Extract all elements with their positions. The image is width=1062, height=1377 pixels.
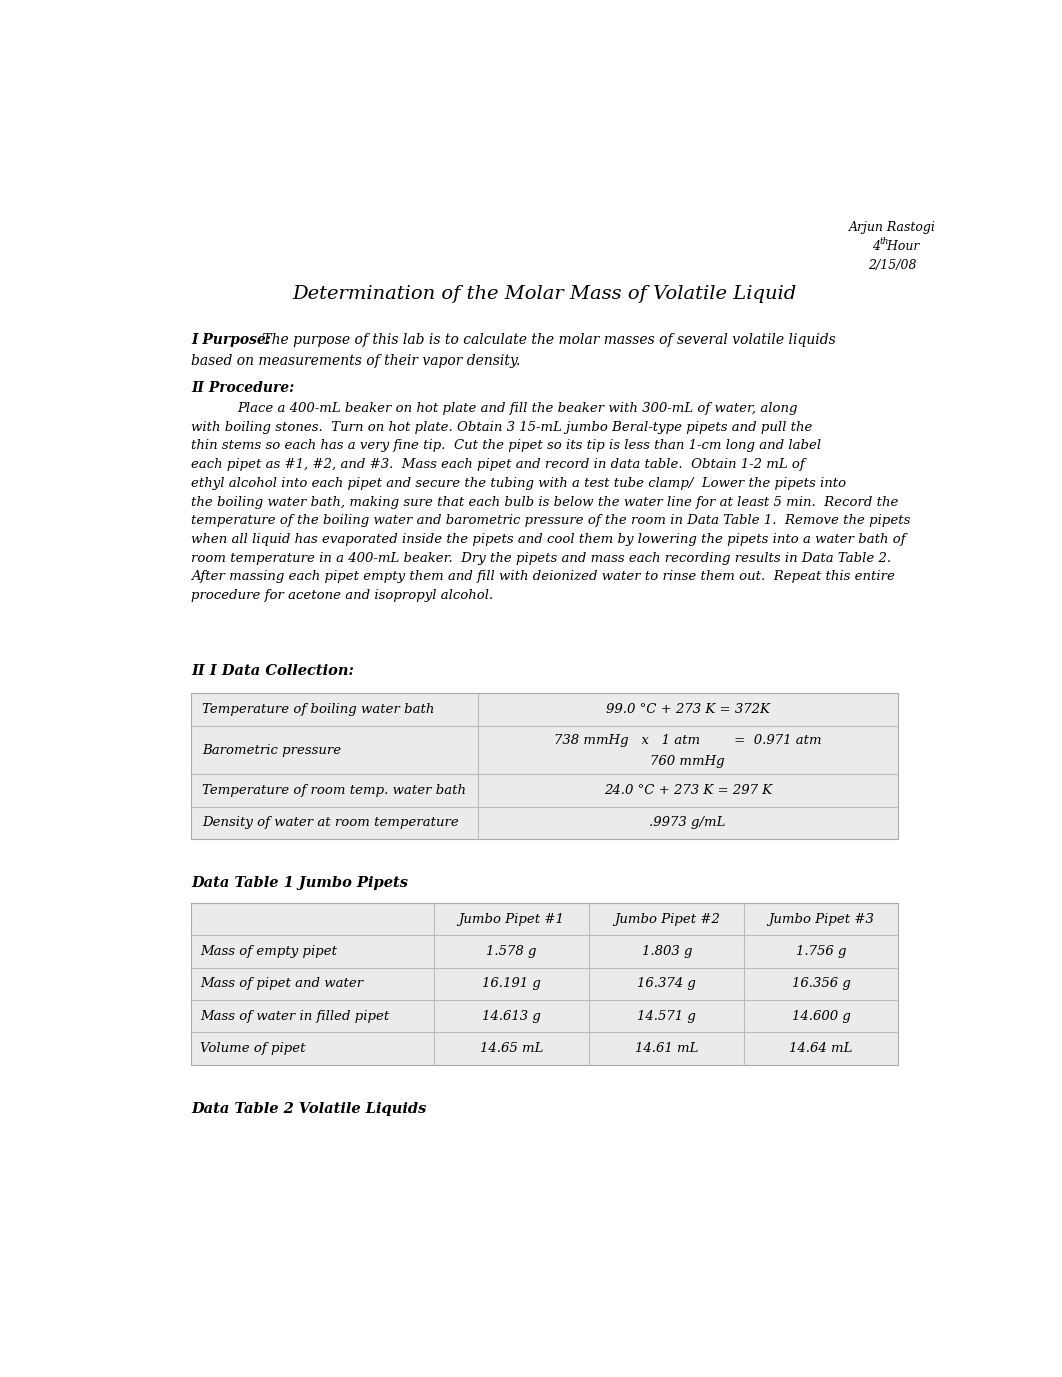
Text: The purpose of this lab is to calculate the molar masses of several volatile liq: The purpose of this lab is to calculate …: [258, 333, 836, 347]
Bar: [191, 726, 897, 774]
Text: Temperature of boiling water bath: Temperature of boiling water bath: [203, 704, 434, 716]
Text: II I Data Collection:: II I Data Collection:: [191, 664, 354, 679]
Text: procedure for acetone and isopropyl alcohol.: procedure for acetone and isopropyl alco…: [191, 589, 493, 602]
Text: Jumbo Pipet #1: Jumbo Pipet #1: [459, 913, 564, 925]
Text: I Purpose:: I Purpose:: [191, 333, 271, 347]
Text: 1.578 g: 1.578 g: [486, 945, 536, 958]
Text: 14.613 g: 14.613 g: [482, 1009, 541, 1023]
Text: Density of water at room temperature: Density of water at room temperature: [203, 817, 459, 829]
Text: Data Table 1 Jumbo Pipets: Data Table 1 Jumbo Pipets: [191, 876, 408, 890]
Text: 16.191 g: 16.191 g: [482, 978, 541, 990]
Text: Jumbo Pipet #3: Jumbo Pipet #3: [768, 913, 874, 925]
Text: 2/15/08: 2/15/08: [868, 259, 917, 273]
Bar: [191, 903, 897, 1064]
Text: the boiling water bath, making sure that each bulb is below the water line for a: the boiling water bath, making sure that…: [191, 496, 898, 508]
Bar: [191, 694, 897, 726]
Text: 1.756 g: 1.756 g: [795, 945, 846, 958]
Text: Determination of the Molar Mass of Volatile Liquid: Determination of the Molar Mass of Volat…: [292, 285, 796, 303]
Bar: [191, 968, 897, 1000]
Text: .9973 g/mL: .9973 g/mL: [650, 817, 725, 829]
Text: temperature of the boiling water and barometric pressure of the room in Data Tab: temperature of the boiling water and bar…: [191, 514, 910, 527]
Text: 16.356 g: 16.356 g: [791, 978, 851, 990]
Text: 4: 4: [872, 240, 880, 253]
Text: based on measurements of their vapor density.: based on measurements of their vapor den…: [191, 354, 520, 368]
Bar: [191, 935, 897, 968]
Bar: [191, 774, 897, 807]
Text: room temperature in a 400-mL beaker.  Dry the pipets and mass each recording res: room temperature in a 400-mL beaker. Dry…: [191, 552, 891, 565]
Text: Mass of empty pipet: Mass of empty pipet: [200, 945, 337, 958]
Text: 738 mmHg   x   1 atm        =  0.971 atm: 738 mmHg x 1 atm = 0.971 atm: [554, 734, 822, 746]
Text: Mass of water in filled pipet: Mass of water in filled pipet: [200, 1009, 390, 1023]
Text: 24.0 °C + 273 K = 297 K: 24.0 °C + 273 K = 297 K: [603, 784, 772, 797]
Text: Jumbo Pipet #2: Jumbo Pipet #2: [614, 913, 720, 925]
Text: Data Table 2 Volatile Liquids: Data Table 2 Volatile Liquids: [191, 1102, 426, 1115]
Text: II Procedure:: II Procedure:: [191, 381, 294, 395]
Text: 14.64 mL: 14.64 mL: [789, 1042, 853, 1055]
Text: 1.803 g: 1.803 g: [641, 945, 692, 958]
Text: Hour: Hour: [883, 240, 919, 253]
Bar: [191, 694, 897, 839]
Text: Arjun Rastogi: Arjun Rastogi: [849, 220, 936, 234]
Text: 14.600 g: 14.600 g: [791, 1009, 851, 1023]
Text: 14.65 mL: 14.65 mL: [480, 1042, 543, 1055]
Text: when all liquid has evaporated inside the pipets and cool them by lowering the p: when all liquid has evaporated inside th…: [191, 533, 906, 547]
Text: thin stems so each has a very fine tip.  Cut the pipet so its tip is less than 1: thin stems so each has a very fine tip. …: [191, 439, 821, 453]
Text: 14.571 g: 14.571 g: [637, 1009, 697, 1023]
Text: each pipet as #1, #2, and #3.  Mass each pipet and record in data table.  Obtain: each pipet as #1, #2, and #3. Mass each …: [191, 459, 805, 471]
Text: Place a 400-mL beaker on hot plate and fill the beaker with 300-mL of water, alo: Place a 400-mL beaker on hot plate and f…: [238, 402, 798, 414]
Text: 14.61 mL: 14.61 mL: [635, 1042, 699, 1055]
Text: Temperature of room temp. water bath: Temperature of room temp. water bath: [203, 784, 466, 797]
Text: Volume of pipet: Volume of pipet: [200, 1042, 306, 1055]
Bar: [191, 1033, 897, 1064]
Text: Barometric pressure: Barometric pressure: [203, 744, 342, 756]
Bar: [191, 807, 897, 839]
Text: 99.0 °C + 273 K = 372K: 99.0 °C + 273 K = 372K: [605, 704, 770, 716]
Text: with boiling stones.  Turn on hot plate. Obtain 3 15-mL jumbo Beral-type pipets : with boiling stones. Turn on hot plate. …: [191, 421, 812, 434]
Text: 760 mmHg: 760 mmHg: [650, 755, 725, 768]
Text: th: th: [879, 237, 889, 246]
Bar: [191, 1000, 897, 1033]
Bar: [191, 903, 897, 935]
Text: 16.374 g: 16.374 g: [637, 978, 697, 990]
Text: Mass of pipet and water: Mass of pipet and water: [200, 978, 363, 990]
Text: ethyl alcohol into each pipet and secure the tubing with a test tube clamp/  Low: ethyl alcohol into each pipet and secure…: [191, 476, 846, 490]
Text: After massing each pipet empty them and fill with deionized water to rinse them : After massing each pipet empty them and …: [191, 570, 895, 584]
